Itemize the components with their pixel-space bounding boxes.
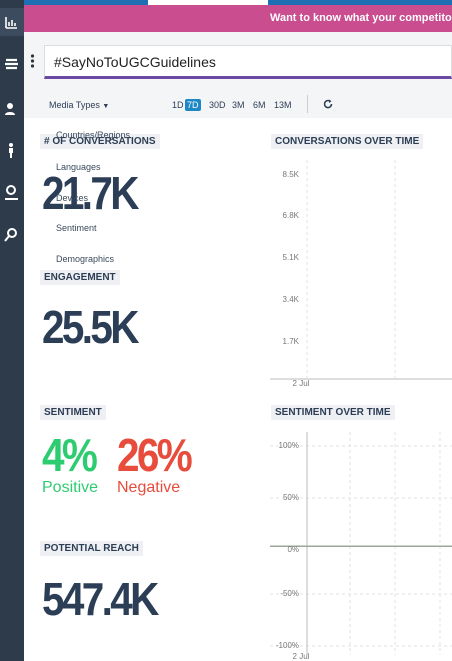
promo-banner[interactable]: Want to know what your competitors a [24,5,452,32]
y-tick-label: 1.7K [282,337,299,346]
negative-value: 26% [117,429,193,481]
search-input[interactable]: #SayNoToUGCGuidelines [44,45,452,79]
nav-icon[interactable] [3,100,20,117]
y-tick-label: 5.1K [282,253,299,262]
media-types-dropdown[interactable]: Media Types ▼ [49,100,110,110]
range-button[interactable]: 7D [185,99,201,111]
dropdown-item[interactable]: Languages [56,162,101,172]
metric-label: # OF CONVERSATIONS [40,134,160,149]
range-button[interactable]: 3M [232,100,245,110]
x-tick-label: 2 Jul [292,379,310,388]
nav-icon[interactable] [3,184,20,201]
nav-icon[interactable] [3,142,20,159]
top-strip-tab [148,0,268,5]
nav-icon[interactable] [3,56,20,73]
positive-value: 4% [42,429,98,481]
y-tick-label: 8.5K [282,170,299,179]
toolbar: Media Types ▼ 1D 7D 30D 3M 6M 13M [24,90,452,118]
menu-dots[interactable] [30,54,35,70]
divider [307,95,308,113]
sidebar [0,0,24,661]
banner-text: Want to know what your competitors a [270,12,452,24]
y-tick-label: 100% [278,441,299,450]
dropdown-item[interactable]: Demographics [56,254,115,264]
chart-title: CONVERSATIONS OVER TIME [271,134,424,149]
sentiment-label: SENTIMENT [40,405,106,420]
metric-label: ENGAGEMENT [40,270,120,285]
y-tick-label: -100% [275,641,299,650]
y-tick-label: -50% [280,589,299,598]
negative-label: Negative [117,479,181,496]
nav-icon[interactable] [3,226,20,243]
y-tick-label: 0% [287,545,299,554]
metric-value: 547.4K [42,573,159,625]
x-tick-label: 2 Jul [292,652,310,661]
metric-label: POTENTIAL REACH [40,541,143,556]
dropdown-item[interactable]: Sentiment [56,223,97,233]
refresh-button[interactable] [323,99,333,109]
media-types-label: Media Types [49,100,100,110]
nav-icon[interactable] [3,14,20,31]
range-button[interactable]: 1D [172,100,184,110]
metric-value: 21.7K [42,167,139,219]
y-tick-label: 3.4K [282,295,299,304]
range-button[interactable]: 6M [253,100,266,110]
metric-value: 25.5K [42,301,139,353]
y-tick-label: 50% [282,493,299,502]
dropdown-item[interactable]: Countries/Regions [56,130,131,140]
chart-title: SENTIMENT OVER TIME [271,405,395,420]
dropdown-item[interactable]: Devices [56,193,89,203]
range-button[interactable]: 13M [274,100,292,110]
range-button[interactable]: 30D [209,100,226,110]
positive-label: Positive [42,479,99,496]
y-tick-label: 6.8K [282,211,299,220]
